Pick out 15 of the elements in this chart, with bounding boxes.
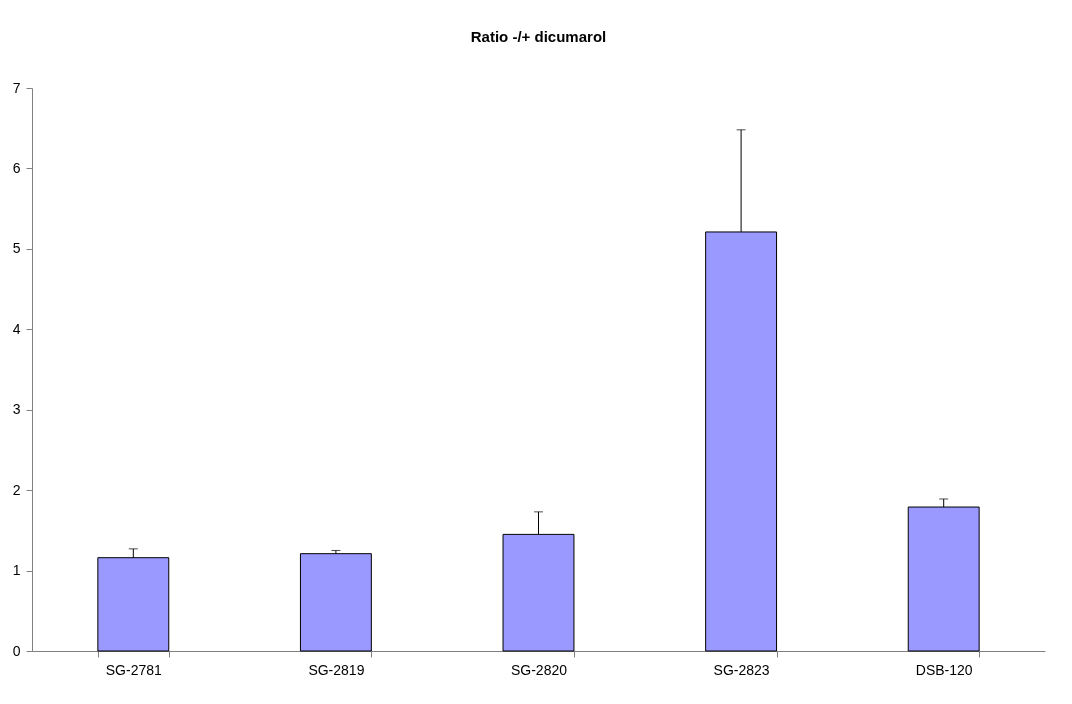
y-tick-label: 0	[12, 642, 21, 659]
x-tick-label: SG-2819	[308, 661, 365, 678]
bar	[299, 553, 372, 652]
y-tick-label: 5	[12, 240, 21, 257]
chart-title: Ratio -/+ dicumarol	[470, 28, 607, 45]
y-tick-label: 1	[12, 562, 21, 579]
y-tick-label: 6	[12, 159, 21, 176]
x-tick-label: DSB-120	[915, 661, 973, 678]
y-tick-label: 3	[12, 401, 21, 418]
x-tick-label: SG-2823	[713, 661, 770, 678]
y-tick-label: 4	[12, 320, 21, 337]
x-tick-label: SG-2820	[510, 661, 568, 678]
y-tick-label: 2	[12, 481, 21, 498]
x-tick-label: SG-2781	[105, 661, 163, 678]
y-tick-label: 7	[12, 79, 21, 96]
